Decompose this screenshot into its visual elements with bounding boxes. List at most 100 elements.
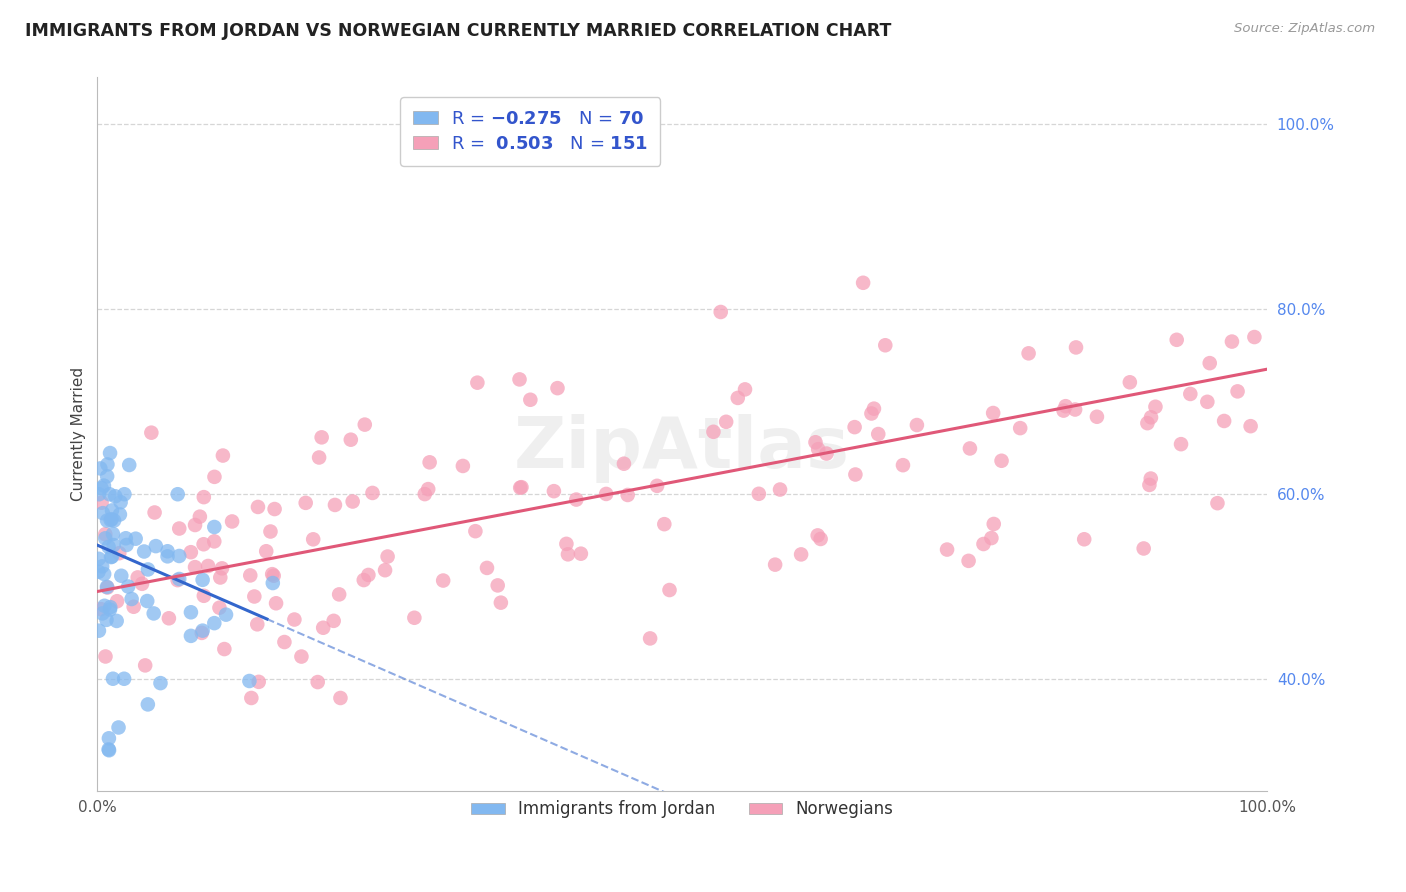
Point [247, 674, 270, 689]
Point [96, 581, 118, 595]
Point [136, 594, 159, 608]
Point [240, 690, 263, 705]
Point [202, 520, 225, 534]
Point [860, 407, 883, 421]
Point [451, 458, 474, 473]
Point [141, 425, 163, 440]
Point [246, 617, 269, 632]
Point [613, 457, 636, 471]
Point [94, 527, 117, 541]
Point [101, 672, 124, 686]
Point [790, 548, 813, 562]
Point [202, 616, 225, 631]
Point [510, 480, 533, 494]
Point [193, 490, 215, 504]
Point [1206, 496, 1229, 510]
Point [432, 574, 454, 588]
Point [565, 492, 588, 507]
Point [1226, 384, 1249, 399]
Point [114, 531, 136, 545]
Point [98, 446, 121, 460]
Point [209, 570, 232, 584]
Point [294, 496, 316, 510]
Point [1119, 376, 1142, 390]
Point [100, 550, 122, 565]
Point [638, 632, 661, 646]
Point [464, 524, 486, 538]
Point [852, 276, 875, 290]
Point [96, 469, 118, 483]
Point [1180, 387, 1202, 401]
Point [101, 549, 124, 564]
Point [91, 607, 114, 621]
Point [1243, 330, 1265, 344]
Point [357, 568, 380, 582]
Point [238, 673, 260, 688]
Point [353, 417, 375, 432]
Point [117, 580, 139, 594]
Point [404, 611, 426, 625]
Point [486, 578, 509, 592]
Point [167, 549, 190, 563]
Y-axis label: Currently Married: Currently Married [72, 367, 86, 501]
Point [322, 614, 344, 628]
Text: ZipAtlas: ZipAtlas [515, 414, 851, 483]
Point [1064, 340, 1087, 354]
Point [1239, 419, 1261, 434]
Point [702, 425, 724, 439]
Point [107, 721, 129, 735]
Point [93, 567, 115, 582]
Point [246, 500, 269, 514]
Point [142, 607, 165, 621]
Point [103, 514, 125, 528]
Point [263, 502, 285, 516]
Point [323, 498, 346, 512]
Point [652, 517, 675, 532]
Point [569, 547, 592, 561]
Point [990, 454, 1012, 468]
Point [283, 613, 305, 627]
Point [112, 672, 135, 686]
Point [1085, 409, 1108, 424]
Point [239, 568, 262, 582]
Point [149, 676, 172, 690]
Point [91, 506, 114, 520]
Point [419, 455, 441, 469]
Point [96, 613, 118, 627]
Point [547, 381, 569, 395]
Point [134, 658, 156, 673]
Point [734, 383, 756, 397]
Text: Source: ZipAtlas.com: Source: ZipAtlas.com [1234, 22, 1375, 36]
Point [1073, 533, 1095, 547]
Point [1213, 414, 1236, 428]
Point [308, 450, 330, 465]
Point [863, 401, 886, 416]
Point [87, 487, 110, 501]
Point [959, 442, 981, 456]
Point [166, 573, 188, 587]
Point [96, 580, 118, 594]
Point [98, 743, 121, 757]
Point [957, 554, 980, 568]
Point [342, 494, 364, 508]
Point [87, 565, 110, 579]
Point [215, 607, 238, 622]
Point [748, 487, 770, 501]
Point [273, 635, 295, 649]
Point [143, 506, 166, 520]
Point [868, 427, 890, 442]
Point [374, 563, 396, 577]
Point [763, 558, 786, 572]
Point [131, 576, 153, 591]
Point [156, 544, 179, 558]
Point [100, 512, 122, 526]
Point [90, 481, 112, 495]
Point [616, 488, 638, 502]
Point [263, 568, 285, 582]
Point [145, 539, 167, 553]
Point [156, 549, 179, 564]
Point [980, 531, 1002, 545]
Point [193, 537, 215, 551]
Point [557, 547, 579, 561]
Point [489, 596, 512, 610]
